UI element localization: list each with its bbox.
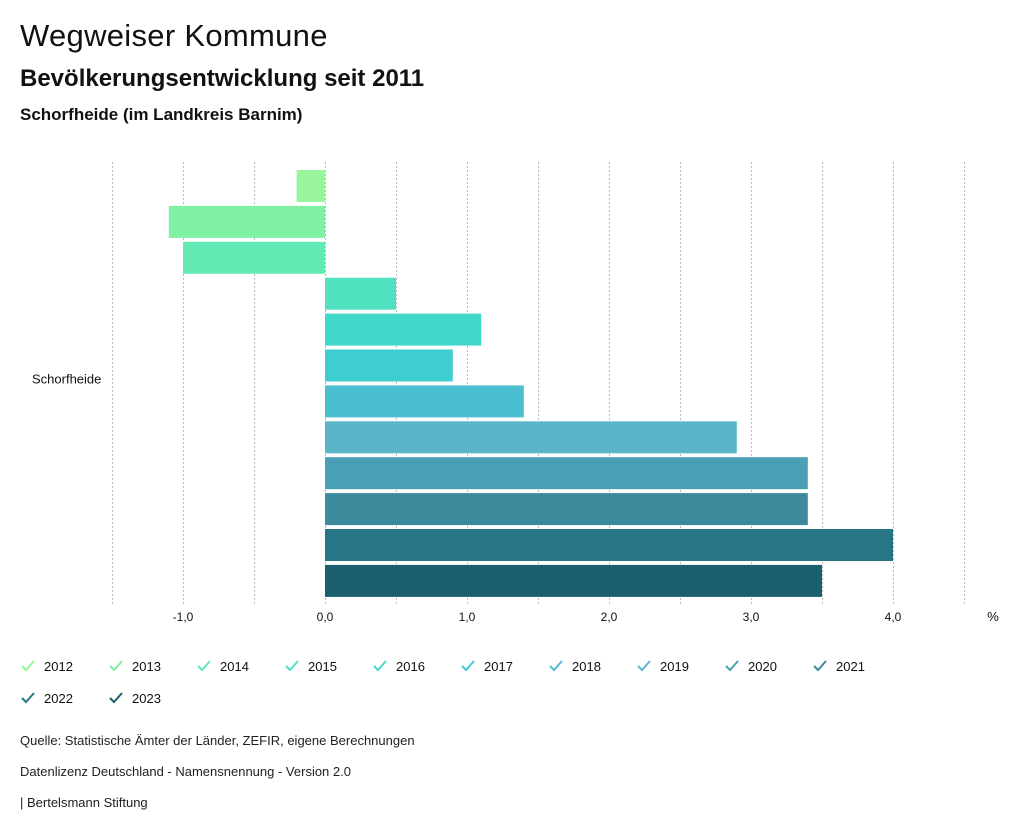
check-icon (285, 660, 299, 672)
check-icon (549, 660, 563, 672)
legend-label: 2021 (836, 658, 865, 674)
bar-2012 (296, 170, 325, 202)
bar-2016 (325, 313, 482, 346)
x-tick-label: 0,0 (317, 610, 334, 624)
check-icon (725, 660, 739, 672)
check-icon (373, 660, 387, 672)
check-icon (197, 660, 211, 672)
bar-2018 (325, 385, 524, 418)
legend-item-2016[interactable]: 2016 (372, 658, 425, 674)
legend-item-2012[interactable]: 2012 (20, 658, 73, 674)
check-icon (813, 660, 827, 672)
legend-item-2014[interactable]: 2014 (196, 658, 249, 674)
x-tick-label: 3,0 (743, 610, 760, 624)
chart-subtitle: Bevölkerungsentwicklung seit 2011 (20, 65, 425, 92)
bar-2015 (325, 277, 396, 310)
legend-item-2019[interactable]: 2019 (636, 658, 689, 674)
legend-label: 2019 (660, 658, 689, 674)
category-label: Schorfheide (32, 371, 101, 386)
legend-item-2018[interactable]: 2018 (548, 658, 601, 674)
x-tick-label: 4,0 (885, 610, 902, 624)
legend-label: 2015 (308, 658, 337, 674)
bar-2023 (325, 564, 822, 597)
unit-label: % (987, 609, 999, 624)
legend-item-2013[interactable]: 2013 (108, 658, 161, 674)
check-icon (461, 660, 475, 672)
check-icon (109, 660, 123, 672)
check-icon (109, 692, 123, 704)
license-note: Datenlizenz Deutschland - Namensnennung … (20, 764, 351, 779)
legend-label: 2020 (748, 658, 777, 674)
bar-2013 (168, 205, 325, 238)
x-tick-label: -1,0 (173, 610, 194, 624)
legend-item-2020[interactable]: 2020 (724, 658, 777, 674)
legend-label: 2014 (220, 658, 249, 674)
x-tick-label: 1,0 (459, 610, 476, 624)
legend-item-2017[interactable]: 2017 (460, 658, 513, 674)
legend-label: 2017 (484, 658, 513, 674)
check-icon (21, 660, 35, 672)
region-label: Schorfheide (im Landkreis Barnim) (20, 105, 303, 124)
bar-2019 (325, 421, 737, 454)
bar-2020 (325, 457, 808, 490)
legend-item-2015[interactable]: 2015 (284, 658, 337, 674)
legend-label: 2018 (572, 658, 601, 674)
legend-label: 2013 (132, 658, 161, 674)
check-icon (637, 660, 651, 672)
bar-2021 (325, 493, 808, 526)
bar-2014 (183, 241, 325, 274)
legend-item-2022[interactable]: 2022 (20, 690, 73, 706)
legend-item-2023[interactable]: 2023 (108, 690, 161, 706)
x-tick-label: 2,0 (601, 610, 618, 624)
legend-item-2021[interactable]: 2021 (812, 658, 865, 674)
bar-chart: Schorfheide -1,0 0,0 1,0 2,0 3,0 4,0% (32, 162, 999, 624)
publisher-note: | Bertelsmann Stiftung (20, 795, 148, 810)
legend-label: 2012 (44, 658, 73, 674)
check-icon (21, 692, 35, 704)
source-note: Quelle: Statistische Ämter der Länder, Z… (20, 733, 415, 748)
bar-2017 (325, 349, 453, 382)
bar-2022 (325, 529, 893, 561)
legend-label: 2016 (396, 658, 425, 674)
legend-label: 2022 (44, 690, 73, 706)
page-title: Wegweiser Kommune (20, 18, 328, 53)
legend-label: 2023 (132, 690, 161, 706)
